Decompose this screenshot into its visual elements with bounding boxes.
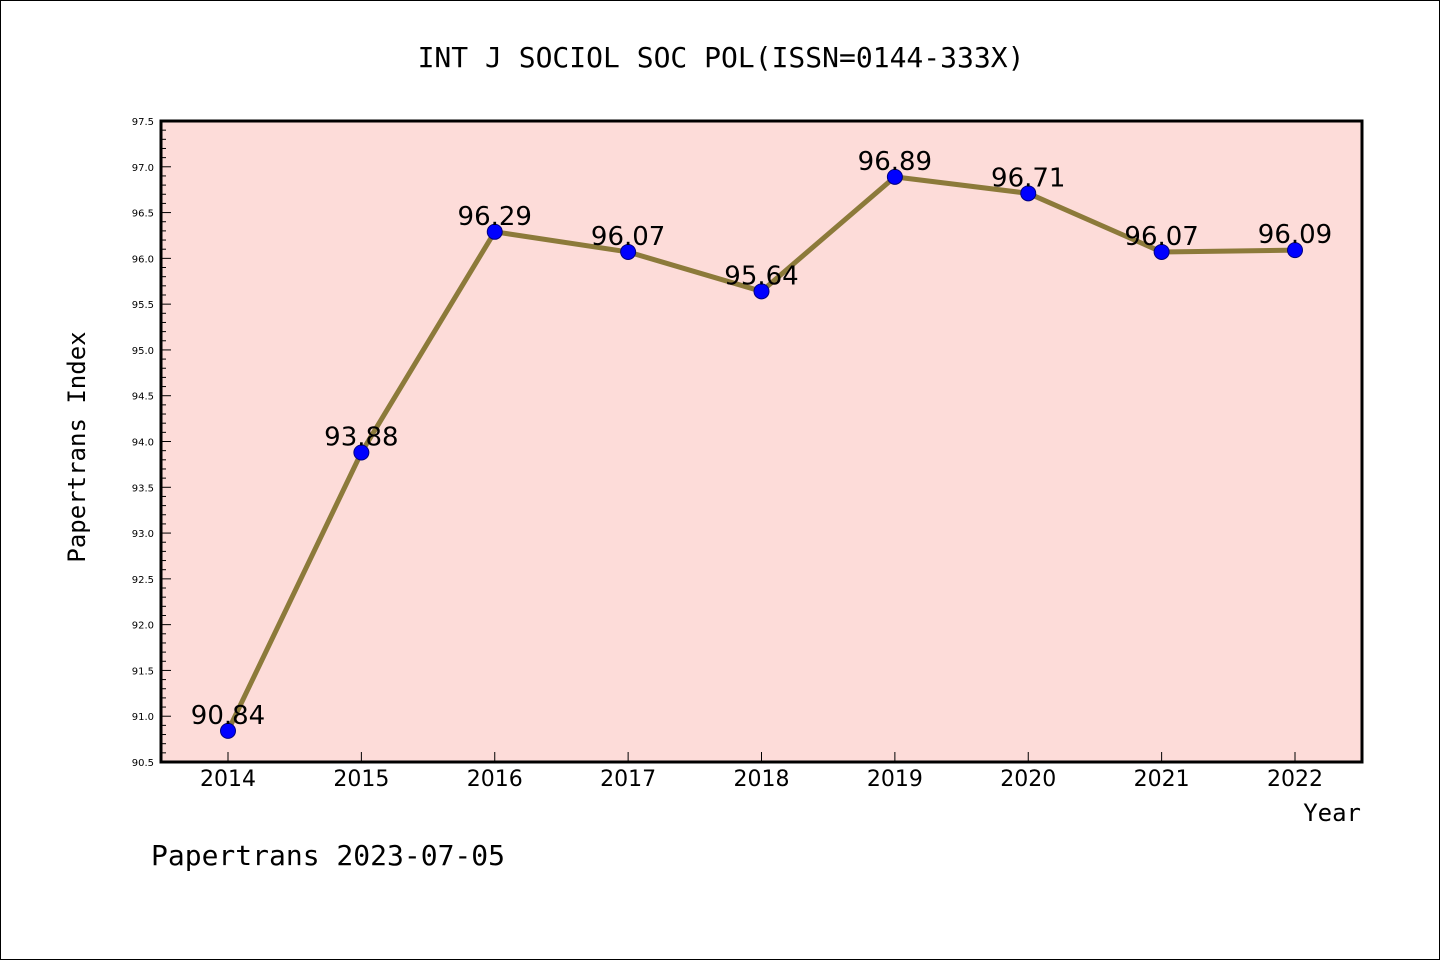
- y-axis-ticks: 90.5 91.0 91.5 92.0 92.5 93.0 93.5 94.0 94.5 95.0…: [132, 117, 171, 769]
- data-label: 96.07: [591, 222, 665, 252]
- y-tick-label: 97.0: [132, 163, 154, 174]
- data-label: 96.09: [1258, 220, 1332, 250]
- data-label: 96.89: [858, 147, 932, 177]
- y-tick-label: 97.5: [132, 117, 154, 128]
- y-tick-label: 91.5: [132, 666, 154, 677]
- data-point: [620, 243, 637, 260]
- data-point: [353, 444, 370, 461]
- data-point: [753, 283, 770, 300]
- y-tick-label: 93.0: [132, 529, 154, 540]
- data-label: 90.84: [191, 701, 265, 731]
- y-tick-label: 95.0: [132, 346, 154, 357]
- y-tick-label: 93.5: [132, 483, 154, 494]
- y-tick-label: 95.5: [132, 300, 154, 311]
- data-point: [1153, 243, 1170, 260]
- footer-stamp: Papertrans 2023-07-05: [151, 839, 505, 872]
- data-point: [886, 168, 903, 185]
- x-tick-label: 2019: [867, 767, 923, 792]
- y-tick-label: 96.0: [132, 254, 154, 265]
- y-tick-label: 91.0: [132, 712, 154, 723]
- data-point: [1287, 242, 1303, 259]
- data-label: 96.71: [991, 163, 1065, 193]
- x-axis-label: Year: [1303, 799, 1361, 827]
- y-tick-label: 90.5: [132, 758, 154, 769]
- y-axis-label: Papertrans Index: [63, 331, 91, 562]
- x-tick-label: 2020: [1000, 767, 1056, 792]
- data-point: [1020, 185, 1037, 202]
- x-tick-label: 2015: [333, 767, 389, 792]
- y-tick-label: 94.0: [132, 438, 154, 449]
- data-label: 93.88: [324, 422, 398, 452]
- x-tick-label: 2022: [1267, 767, 1323, 792]
- x-tick-label: 2017: [600, 767, 656, 792]
- plot-border: [159, 119, 1364, 764]
- x-tick-label: 2014: [200, 767, 256, 792]
- y-tick-label: 94.5: [132, 392, 154, 403]
- x-tick-label: 2016: [467, 767, 523, 792]
- data-label: 95.64: [724, 261, 798, 291]
- data-label: 96.29: [458, 202, 532, 232]
- data-labels: 90.84 93.88 96.29 96.07 95.64 96.89 96.71 96.07…: [191, 147, 1332, 731]
- x-axis-ticks: 2014 2015 2016 2017 2018 2019 2020 2021 2022: [200, 752, 1323, 792]
- chart-title: INT J SOCIOL SOC POL(ISSN=0144-333X): [418, 41, 1025, 74]
- y-tick-label: 92.0: [132, 621, 154, 632]
- y-tick-label: 96.5: [132, 209, 154, 220]
- y-tick-label: 92.5: [132, 575, 154, 586]
- series-group: [220, 168, 1303, 739]
- data-label: 96.07: [1124, 222, 1198, 252]
- plot-area: [161, 121, 1362, 762]
- data-point: [220, 722, 236, 739]
- data-point: [486, 223, 503, 240]
- x-tick-label: 2021: [1134, 767, 1190, 792]
- x-tick-label: 2018: [734, 767, 790, 792]
